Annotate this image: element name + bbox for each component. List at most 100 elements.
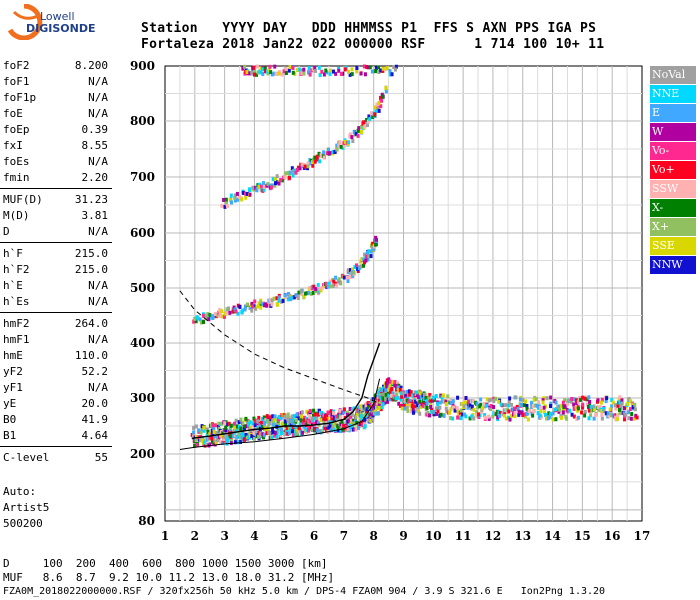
echo-point: [308, 419, 312, 424]
scaled-parameters-panel: foF2 8.200 foF1 N/A foF1p N/A foE N/A foEp 0.39 fx…: [0, 58, 112, 466]
echo-point: [222, 437, 226, 442]
echo-point: [576, 406, 580, 411]
echo-point: [296, 165, 300, 170]
echo-point: [339, 429, 343, 434]
echo-point: [283, 414, 287, 419]
echo-point: [200, 320, 204, 325]
echo-point: [504, 403, 508, 408]
x-tick-label: 5: [280, 529, 288, 543]
echo-point: [359, 411, 363, 416]
echo-point: [456, 395, 460, 400]
echo-point: [349, 415, 353, 420]
echo-point: [401, 400, 405, 405]
echo-point: [350, 72, 354, 77]
echo-point: [426, 410, 430, 415]
y-tick-label: 400: [130, 336, 155, 350]
echo-point: [418, 411, 422, 416]
echo-point: [384, 393, 388, 398]
echo-point: [466, 405, 470, 410]
echo-point: [236, 427, 240, 432]
echo-point: [336, 428, 340, 433]
echo-point: [210, 428, 214, 433]
echo-point: [291, 429, 295, 434]
param-row: foEp 0.39: [0, 122, 112, 138]
x-tick-label: 13: [514, 529, 531, 543]
echo-point: [245, 302, 249, 307]
echo-point: [339, 415, 343, 420]
echo-point: [243, 307, 247, 312]
echo-point: [241, 190, 245, 195]
echo-point: [302, 67, 306, 72]
echo-point: [312, 408, 316, 413]
echo-point: [592, 416, 596, 421]
echo-point: [525, 411, 529, 416]
legend-item-nnw: NNW: [650, 256, 696, 274]
echo-point: [430, 407, 434, 412]
echo-point: [280, 72, 284, 77]
echo-point: [387, 393, 391, 398]
echo-point: [559, 404, 563, 409]
echo-point: [262, 187, 266, 192]
echo-point: [199, 430, 203, 435]
header-label-iga: IGA: [547, 21, 572, 36]
echo-point: [355, 69, 359, 74]
x-tick-label: 1: [161, 529, 169, 543]
echo-point: [406, 408, 410, 413]
param-label: foEs: [3, 155, 30, 168]
echo-point: [209, 423, 213, 428]
echo-point: [432, 410, 436, 415]
echo-point: [266, 419, 270, 424]
echo-point: [607, 413, 611, 418]
echo-point: [335, 414, 339, 419]
echo-point: [587, 408, 591, 413]
echo-point: [541, 398, 545, 403]
echo-point: [233, 440, 237, 445]
echo-point: [223, 311, 227, 316]
echo-point: [534, 397, 538, 402]
echo-point: [245, 424, 249, 429]
echo-point: [254, 185, 258, 190]
echo-point: [218, 308, 222, 313]
echo-point: [294, 418, 298, 423]
echo-point: [449, 401, 453, 406]
y-tick-label: 700: [130, 170, 155, 184]
y-tick-label: 600: [130, 226, 155, 240]
echo-point: [291, 173, 295, 178]
distance-row: D 100 200 400 600 800 1000 1500 3000 [km…: [3, 557, 328, 570]
echo-point: [339, 71, 343, 76]
echo-point: [355, 411, 359, 416]
echo-point: [197, 428, 201, 433]
echo-point: [216, 421, 220, 426]
echo-point: [331, 423, 335, 428]
echo-point: [322, 72, 326, 77]
echo-point: [345, 275, 349, 280]
echo-point: [322, 150, 326, 155]
echo-point: [633, 402, 637, 407]
echo-point: [244, 432, 248, 437]
echo-point: [392, 65, 396, 70]
echo-point: [352, 270, 356, 275]
echo-point: [201, 319, 205, 324]
echo-point: [596, 398, 600, 403]
echo-point: [297, 426, 301, 431]
echo-point: [518, 397, 522, 402]
echo-point: [369, 412, 373, 417]
echo-point: [216, 313, 220, 318]
param-row: hmE 110.0: [0, 348, 112, 364]
echo-point: [551, 417, 555, 422]
echo-point: [485, 403, 489, 408]
echo-point: [460, 401, 464, 406]
echo-point: [315, 154, 319, 159]
param-label: foE: [3, 107, 23, 120]
echo-point: [436, 401, 440, 406]
param-row: fxI 8.55: [0, 138, 112, 154]
echo-point: [363, 419, 367, 424]
echo-point: [238, 432, 242, 437]
echo-point: [315, 419, 319, 424]
echo-point: [277, 181, 281, 186]
echo-point: [419, 404, 423, 409]
header-label-ffs: FFS: [433, 21, 459, 36]
param-label: C-level: [3, 451, 50, 464]
echo-point: [224, 420, 228, 425]
